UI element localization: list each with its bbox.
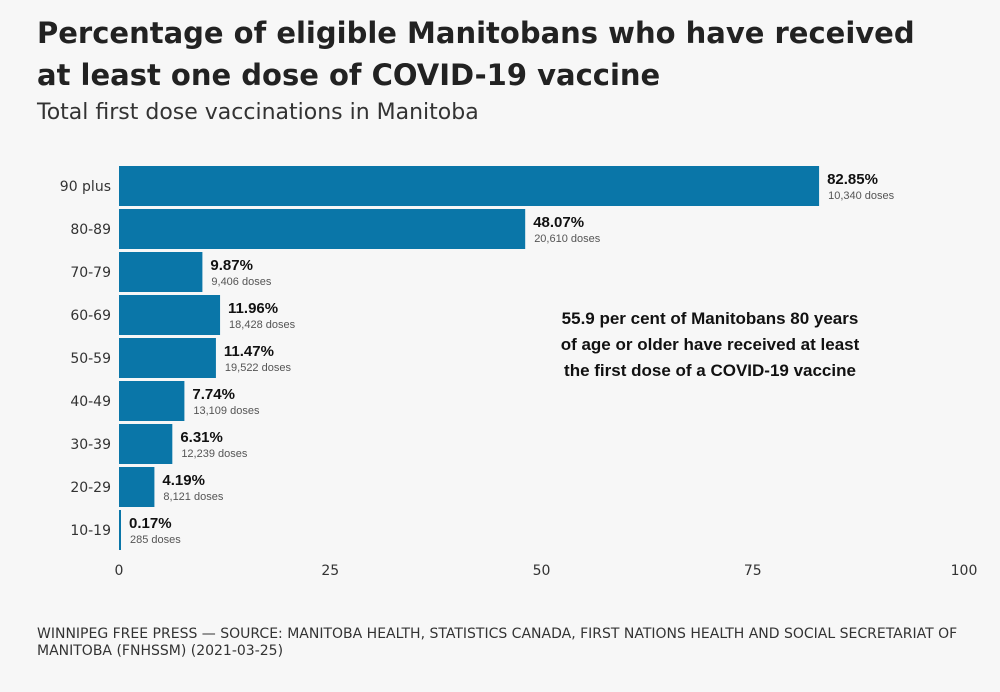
dose-label: 12,239 doses xyxy=(181,448,248,460)
dose-label: 8,121 doses xyxy=(163,491,223,503)
bar-60-69 xyxy=(119,295,221,335)
bar-50-59 xyxy=(119,338,216,378)
value-label: 11.96% xyxy=(228,300,278,317)
category-label: 70-79 xyxy=(70,265,111,281)
chart-subtitle: Total first dose vaccinations in Manitob… xyxy=(37,100,479,125)
category-label: 60-69 xyxy=(70,308,111,324)
category-labels: 90 plus 80-89 70-79 60-69 50-59 40-49 30-39 20-… xyxy=(60,179,111,539)
bar-80-89 xyxy=(119,209,526,249)
x-tick-label: 25 xyxy=(321,563,339,579)
bars-group xyxy=(119,166,820,550)
bar-20-29 xyxy=(119,467,155,507)
x-tick-label: 75 xyxy=(744,563,762,579)
source-credit: WINNIPEG FREE PRESS — SOURCE: MANITOBA H… xyxy=(37,626,958,659)
value-label: 82.85% xyxy=(827,171,878,188)
value-label: 4.19% xyxy=(162,472,205,489)
x-tick-label: 100 xyxy=(951,563,978,579)
dose-label: 13,109 doses xyxy=(193,405,260,417)
category-label: 90 plus xyxy=(60,179,111,195)
value-label: 0.17% xyxy=(129,515,172,532)
category-label: 10-19 xyxy=(70,523,111,539)
chart-annotation: 55.9 per cent of Manitobans 80 years of … xyxy=(560,309,860,380)
dose-label: 9,406 doses xyxy=(211,276,271,288)
value-labels: 82.85% 10,340 doses 48.07% 20,610 doses 9.87… xyxy=(129,171,895,546)
chart-title: Percentage of eligible Manitobans who ha… xyxy=(37,16,915,92)
category-label: 50-59 xyxy=(70,351,111,367)
category-label: 80-89 xyxy=(70,222,111,238)
bar-70-79 xyxy=(119,252,203,292)
dose-label: 20,610 doses xyxy=(534,233,601,245)
bar-30-39 xyxy=(119,424,173,464)
category-label: 20-29 xyxy=(70,480,111,496)
bar-10-19 xyxy=(119,510,121,550)
dose-label: 19,522 doses xyxy=(225,362,292,374)
bar-40-49 xyxy=(119,381,185,421)
dose-label: 285 doses xyxy=(130,534,181,546)
category-label: 40-49 xyxy=(70,394,111,410)
value-label: 6.31% xyxy=(180,429,223,446)
x-tick-label: 50 xyxy=(533,563,551,579)
x-axis: 0 25 50 75 100 xyxy=(115,563,978,579)
dose-label: 10,340 doses xyxy=(828,190,895,202)
dose-label: 18,428 doses xyxy=(229,319,296,331)
value-label: 7.74% xyxy=(192,386,235,403)
bar-90-plus xyxy=(119,166,820,206)
value-label: 11.47% xyxy=(224,343,274,360)
x-tick-label: 0 xyxy=(115,563,124,579)
value-label: 48.07% xyxy=(533,214,584,231)
value-label: 9.87% xyxy=(210,257,253,274)
category-label: 30-39 xyxy=(70,437,111,453)
